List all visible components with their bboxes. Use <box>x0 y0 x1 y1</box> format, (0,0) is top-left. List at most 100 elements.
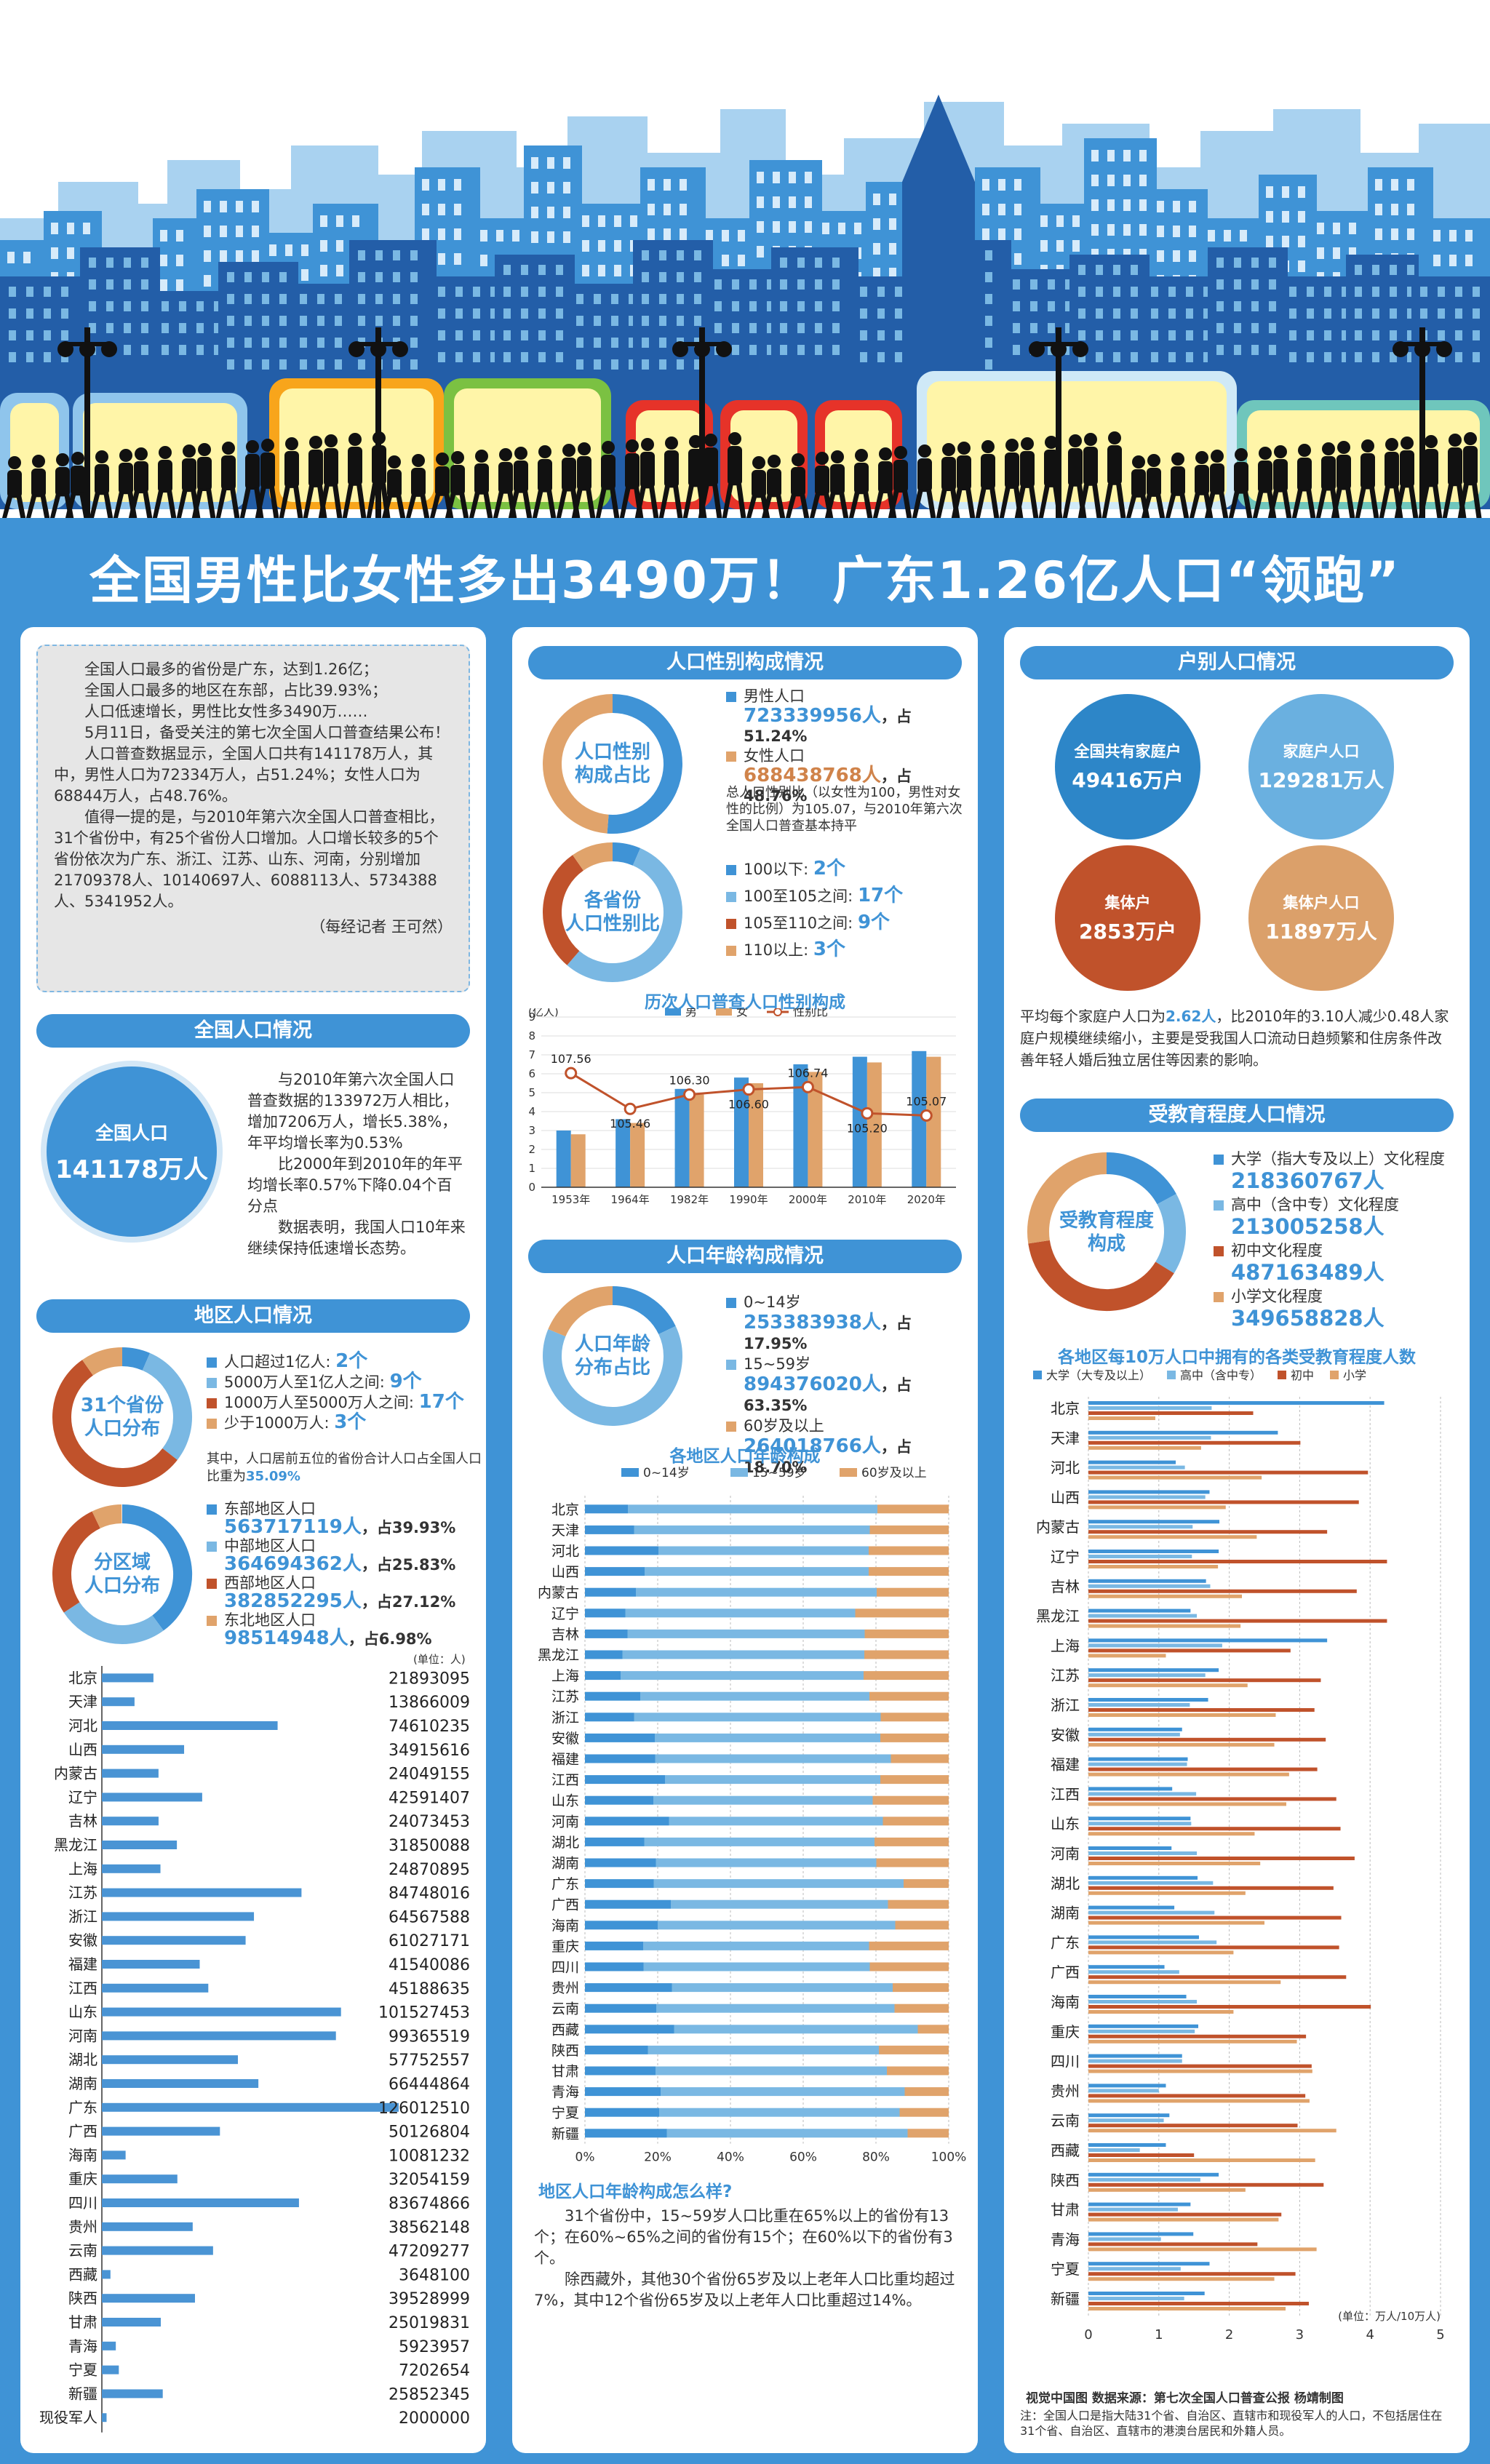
pedestrian-body <box>514 460 528 493</box>
pop-bar <box>102 2341 116 2351</box>
building-window <box>61 308 68 319</box>
edu-bar-prim <box>1088 1832 1255 1836</box>
building-window <box>285 244 292 256</box>
building-window <box>89 258 96 268</box>
building-window <box>196 301 204 311</box>
building-window <box>1113 308 1120 319</box>
pedestrian-leg <box>1306 489 1316 521</box>
pedestrian-head <box>981 440 995 453</box>
pedestrian-leg <box>459 492 469 521</box>
building-window <box>1173 250 1180 262</box>
pedestrian-leg <box>682 485 694 521</box>
building-window <box>1056 240 1064 252</box>
age-bar-young <box>585 2045 648 2054</box>
age-x-tick: 0% <box>575 2150 595 2165</box>
building-window <box>598 215 605 227</box>
building-window <box>1056 215 1064 227</box>
building-window <box>780 279 787 290</box>
age-text: 31个省份中，15~59岁人口比重在65%以上的省份有13个；在60%~65%之… <box>534 2206 963 2311</box>
edu-bar-univ <box>1088 1757 1188 1761</box>
building-window <box>1189 226 1196 237</box>
building-window <box>1407 352 1414 362</box>
ring-segment <box>52 1360 178 1487</box>
edu-unit-label: (单位：万人/10万人) <box>1338 2310 1441 2323</box>
age-x-tick: 100% <box>931 2150 967 2165</box>
pedestrian-body <box>158 460 172 493</box>
pedestrian-head <box>95 450 108 463</box>
collective-households-circle: 集体户 2853万户 <box>1055 845 1200 991</box>
gender-ring-label: 人口性别 构成占比 <box>574 741 650 786</box>
building-window <box>1391 179 1398 191</box>
pedestrian-leg <box>888 490 899 521</box>
age-bar-young <box>585 1587 636 1597</box>
edu-bar-high <box>1088 1673 1206 1678</box>
building-window <box>1107 199 1115 211</box>
building-window <box>594 294 601 304</box>
edu-x-tick: 4 <box>1366 2327 1374 2343</box>
building-window <box>1040 240 1048 252</box>
building-window <box>1234 301 1241 311</box>
building-window <box>393 294 400 304</box>
pop-bar <box>102 2294 195 2303</box>
building-window <box>531 207 538 218</box>
age-bar-working <box>671 1899 888 1909</box>
census-x-tick: 1953年 <box>551 1193 590 1206</box>
building-window <box>749 279 757 290</box>
pop-value-label: 41540086 <box>389 1956 470 1974</box>
building-window <box>1372 330 1379 340</box>
pedestrian-head <box>499 448 512 461</box>
age-bar-old <box>883 1817 949 1826</box>
building-window <box>1420 308 1427 319</box>
building-window <box>61 352 68 362</box>
edu-bar-high <box>1088 1465 1185 1470</box>
building-window <box>83 223 90 234</box>
edu-bar-univ <box>1088 2232 1194 2236</box>
pop-value-label: 126012510 <box>378 2100 470 2118</box>
street-lamp-globe <box>57 341 73 357</box>
pop-value-label: 61027171 <box>389 1932 470 1950</box>
age-para: 除西藏外，其他30个省份65岁及以上老年人口比重均超过7%，其中12个省份65岁… <box>534 2270 955 2309</box>
age-bar-young <box>585 2066 656 2076</box>
edu-category-label: 上海 <box>1051 1637 1080 1654</box>
age-bar-young <box>585 1546 658 1555</box>
pedestrian-leg <box>1141 493 1152 521</box>
building-window <box>1131 352 1138 362</box>
building-window <box>1375 204 1382 215</box>
building-window <box>664 228 671 240</box>
building-window <box>1407 179 1414 191</box>
building-window <box>576 338 583 348</box>
pedestrian-head <box>1147 454 1160 467</box>
pop-value-label: 57752557 <box>389 2052 470 2070</box>
household-text: 平均每个家庭户人口为2.62人，比2010年的3.10人减少0.48人家庭户规模… <box>1020 1008 1449 1069</box>
building-window <box>582 240 589 252</box>
edu-bar-prim <box>1088 1713 1276 1717</box>
pop-value-label: 31850088 <box>389 1837 470 1855</box>
age-bar-old <box>891 1754 949 1763</box>
ring-segment <box>121 1347 151 1371</box>
building-window <box>680 179 687 191</box>
edu-bar-high <box>1088 1822 1192 1826</box>
pedestrian-leg <box>493 491 504 521</box>
census-bar <box>556 1131 571 1187</box>
age-bar-old <box>895 1921 949 1930</box>
age-bar-old <box>855 1608 949 1618</box>
pop-category-label: 安徽 <box>68 1931 97 1949</box>
building-window <box>694 250 701 260</box>
pedestrian-leg <box>586 488 596 521</box>
gender-legend: 男性人口 723339956人，占51.24% 女性人口 688438768人，… <box>726 687 966 806</box>
edu-bar-high <box>1088 1970 1179 1974</box>
building-window <box>320 265 327 276</box>
building-window <box>1251 345 1259 355</box>
census-y-tick: 2 <box>528 1143 535 1156</box>
building-window <box>538 352 546 362</box>
building-window <box>1269 258 1276 268</box>
building-window <box>410 272 418 282</box>
building-window <box>317 294 324 304</box>
footer-source: 视觉中国图 数据来源：第七次全国人口普查公报 杨靖制图 <box>1026 2391 1344 2406</box>
building-window <box>1186 308 1193 319</box>
building-window <box>438 204 445 215</box>
region-distribution-ring <box>52 1504 192 1644</box>
building-window <box>269 244 276 256</box>
pop-category-label: 陕西 <box>68 2289 97 2307</box>
edu-bar-univ <box>1088 2172 1219 2177</box>
